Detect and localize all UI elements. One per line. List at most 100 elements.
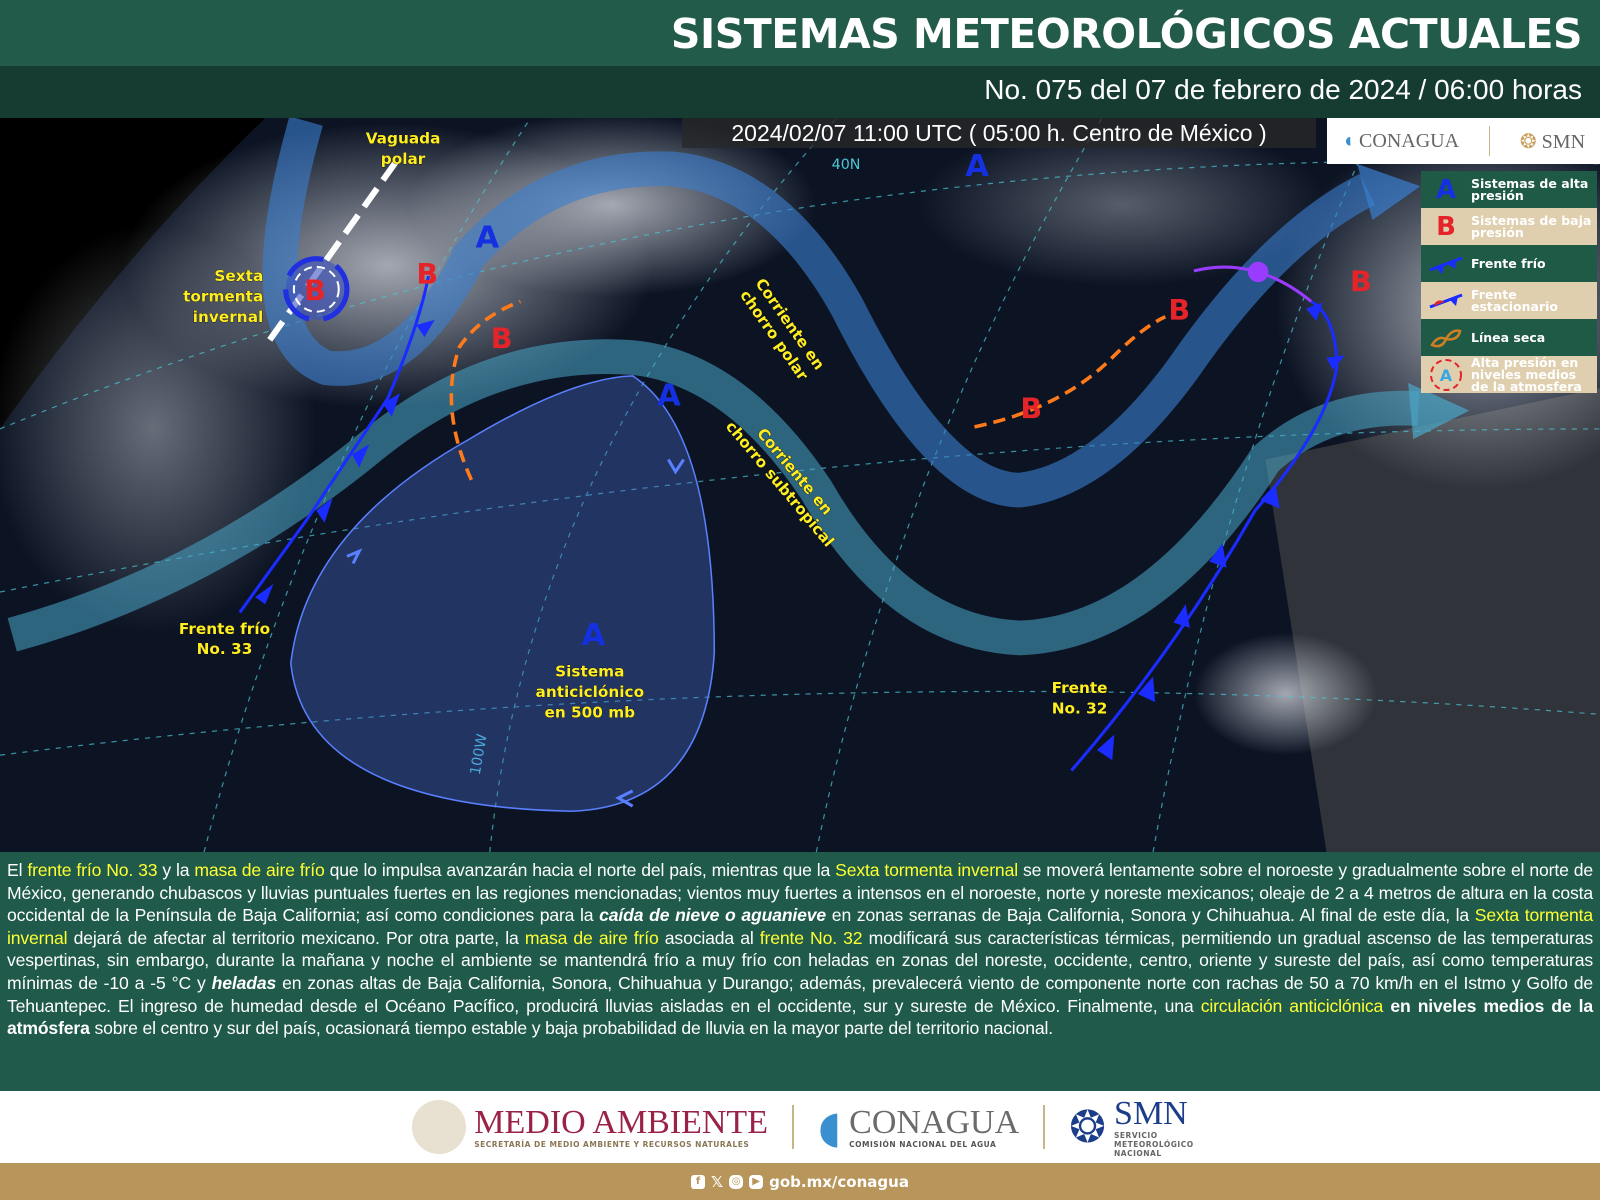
paragraph-text: sobre el centro y sur del país, ocasiona… <box>89 1018 1053 1039</box>
legend-item-dry-line: Línea seca <box>1421 319 1597 356</box>
label-anticiclon: Sistema <box>555 663 624 681</box>
high-pressure-icon: A <box>657 378 681 413</box>
medio-ambiente-logo: MEDIO AMBIENTE SECRETARÍA DE MEDIO AMBIEN… <box>412 1100 768 1154</box>
trough-line <box>264 160 399 346</box>
label-frente-32: No. 32 <box>1052 699 1108 717</box>
subtropical-jet-stream <box>7 339 1420 656</box>
footer-logos: MEDIO AMBIENTE SECRETARÍA DE MEDIO AMBIEN… <box>0 1091 1600 1163</box>
instagram-icon[interactable]: ◎ <box>729 1174 744 1189</box>
highlighted-text: circulación anticiclónica <box>1200 995 1384 1016</box>
paragraph-text: dejará de afectar al territorio mexicano… <box>67 927 525 948</box>
legend-label: Sistemas de alta presión <box>1471 175 1589 203</box>
logo-subtitle: SERVICIO METEOROLÓGICO NACIONAL <box>1114 1130 1194 1158</box>
mid-level-high-icon: A <box>1421 358 1471 392</box>
low-pressure-icon: B <box>1436 211 1456 242</box>
cold-front-33 <box>238 275 435 614</box>
paragraph-text: en zonas serranas de Baja California, So… <box>826 905 1475 926</box>
x-icon[interactable]: 𝕏 <box>711 1172 724 1191</box>
winter-storm-symbol <box>283 256 350 323</box>
paragraph-text: se moverá lentamente sobre el noroeste y… <box>7 860 1593 926</box>
label-vaguada-polar: Vaguada <box>366 129 441 147</box>
low-pressure-icon: B <box>491 321 513 355</box>
paragraph-text: caída de nieve o aguanieve <box>599 905 827 926</box>
label-anticiclon: anticiclónico <box>536 683 645 701</box>
paragraph-text: en niveles medios de la atmósfera <box>7 995 1594 1039</box>
logo-subtitle: COMISIÓN NACIONAL DEL AGUA <box>849 1139 997 1149</box>
bulletin-subtitle: No. 075 del 07 de febrero de 2024 / 06:0… <box>0 66 1600 118</box>
label-sexta-tormenta: tormenta <box>183 288 263 306</box>
dry-line-icon <box>1421 327 1471 349</box>
high-pressure-markers: A A A A <box>476 149 990 653</box>
stationary-front-icon <box>1421 291 1471 311</box>
highlighted-text: masa de aire frío <box>194 860 325 880</box>
grid-label-40n: 40N <box>832 157 861 173</box>
legend-item-mid-level-high: A Alta presión en niveles medios de la at… <box>1421 356 1597 393</box>
grid-label-100w: 100W <box>468 733 491 776</box>
legend-label: Frente frío <box>1471 255 1546 271</box>
dry-line <box>974 315 1167 429</box>
conagua-logo: ◖ CONAGUA <box>1341 129 1460 152</box>
page-title: SISTEMAS METEOROLÓGICOS ACTUALES <box>0 0 1600 66</box>
low-pressure-icon: B <box>1168 293 1190 327</box>
youtube-icon[interactable]: ▶ <box>749 1174 764 1189</box>
smn-gear-icon: ❂ <box>1069 1101 1107 1153</box>
paragraph-text: y la <box>157 860 195 880</box>
legend-item-cold-front: Frente frío <box>1421 245 1597 282</box>
conagua-logo: ◖ CONAGUA COMISIÓN NACIONAL DEL AGUA <box>818 1102 1019 1153</box>
website-link[interactable]: gob.mx/conagua <box>769 1172 909 1191</box>
cold-front-32 <box>1070 300 1345 772</box>
paragraph-text: El <box>7 860 28 880</box>
low-pressure-icon: B <box>416 257 438 291</box>
logo-divider <box>1043 1105 1046 1149</box>
map-overlay: 40N 100W A A A A B B B B B B Vaguada pol… <box>0 118 1600 852</box>
legend-item-high: A Sistemas de alta presión <box>1421 171 1597 208</box>
label-vaguada-polar: polar <box>381 150 426 168</box>
logo-name: CONAGUA <box>849 1103 1020 1141</box>
low-pressure-icon: B <box>304 273 326 307</box>
paragraph-text: modificará sus características térmicas,… <box>7 927 1594 993</box>
logo-name: SMN <box>1114 1094 1188 1132</box>
circulation-arrow-icon <box>346 458 685 808</box>
polar-jet-arrow-icon <box>1357 163 1421 220</box>
low-pressure-icon: B <box>1020 392 1042 426</box>
footer-social-bar: f 𝕏 ◎ ▶ gob.mx/conagua <box>0 1163 1600 1200</box>
high-pressure-icon: A <box>476 220 500 255</box>
svg-text:A: A <box>1440 366 1453 385</box>
paragraph-text: heladas <box>211 972 277 993</box>
legend-item-low: B Sistemas de baja presión <box>1421 208 1597 245</box>
high-pressure-icon: A <box>965 149 989 184</box>
label-sexta-tormenta: invernal <box>193 308 263 326</box>
facebook-icon[interactable]: f <box>691 1174 706 1189</box>
label-frente-33: Frente frío <box>179 620 270 638</box>
highlighted-text: frente No. 32 <box>759 927 863 948</box>
logo-divider <box>791 1105 794 1149</box>
paragraph-text: asociada al <box>658 927 760 948</box>
low-pressure-icon: B <box>1350 264 1372 298</box>
label-anticiclon: en 500 mb <box>544 703 635 721</box>
smn-logo: ❂ SMN SERVICIO METEOROLÓGICO NACIONAL <box>1069 1094 1194 1158</box>
satellite-map: 40N 100W A A A A B B B B B B Vaguada pol… <box>0 118 1600 852</box>
legend-label: Alta presión en niveles medios de la atm… <box>1471 354 1582 394</box>
cloud-cover <box>0 118 1600 756</box>
label-frente-33: No. 33 <box>197 640 253 658</box>
conagua-wave-icon: ◖ <box>817 1101 842 1153</box>
dry-line <box>449 299 522 481</box>
image-timestamp: 2024/02/07 11:00 UTC ( 05:00 h. Centro d… <box>682 118 1316 148</box>
legend-label: Sistemas de baja presión <box>1471 212 1592 240</box>
mexico-seal-icon <box>412 1100 467 1154</box>
paragraph-text: en zonas altas de Baja California, Sonor… <box>7 972 1593 1016</box>
smn-logo: ❂ SMN <box>1519 130 1586 153</box>
highlighted-text: Sexta tormenta invernal <box>835 860 1018 880</box>
logo-name: MEDIO AMBIENTE <box>474 1103 768 1141</box>
anticyclone-area <box>290 375 716 812</box>
label-frente-32: Frente <box>1052 679 1108 697</box>
legend-label: Línea seca <box>1471 329 1546 345</box>
forecast-description: El frente frío No. 33 y la masa de aire … <box>0 856 1600 1090</box>
paragraph-text: que lo impulsa avanzarán hacia el norte … <box>324 860 836 880</box>
cold-front-icon <box>1421 254 1471 274</box>
highlighted-text: masa de aire frío <box>524 927 659 948</box>
logo-divider <box>1488 126 1490 156</box>
legend-label: Frente estacionario <box>1471 286 1558 314</box>
subtropical-jet-arrow-icon <box>1408 383 1470 440</box>
low-pressure-markers: B B B B B B <box>304 257 1372 426</box>
